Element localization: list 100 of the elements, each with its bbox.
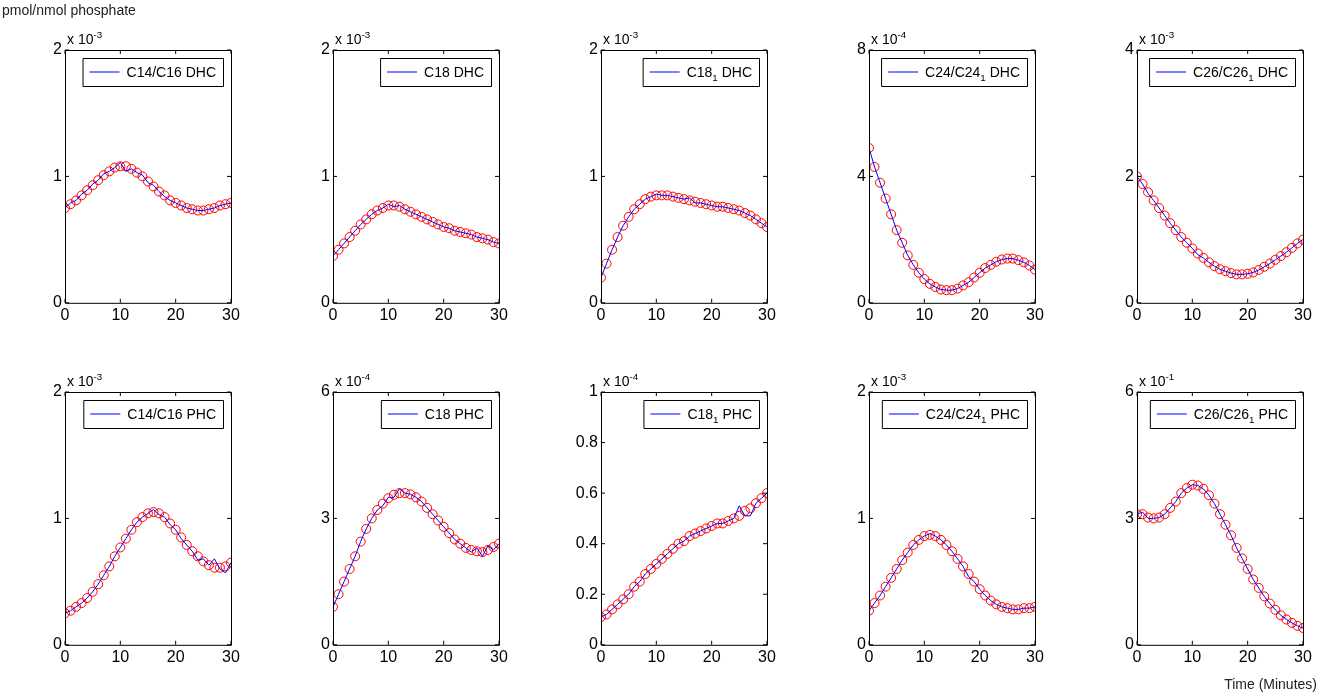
y-tick-label: 6 bbox=[321, 382, 331, 400]
point bbox=[477, 233, 488, 244]
point bbox=[913, 267, 924, 278]
point bbox=[137, 171, 148, 182]
x-tick-label: 30 bbox=[490, 305, 508, 323]
point bbox=[612, 599, 623, 610]
point bbox=[209, 562, 220, 573]
point bbox=[902, 250, 913, 261]
point bbox=[941, 285, 952, 296]
point bbox=[1264, 598, 1275, 609]
point bbox=[350, 551, 361, 562]
point bbox=[717, 201, 728, 212]
point bbox=[1275, 251, 1286, 262]
point bbox=[460, 228, 471, 239]
point bbox=[344, 563, 355, 574]
point bbox=[422, 502, 433, 513]
point bbox=[739, 505, 750, 516]
point bbox=[930, 531, 941, 542]
point bbox=[1237, 553, 1248, 564]
point bbox=[176, 532, 187, 543]
point bbox=[1209, 261, 1220, 272]
point bbox=[886, 572, 897, 583]
x-tick-label: 10 bbox=[379, 305, 398, 323]
point bbox=[192, 551, 203, 562]
x-tick-label: 20 bbox=[970, 305, 989, 323]
point bbox=[930, 282, 941, 292]
point bbox=[1248, 574, 1259, 585]
point bbox=[170, 524, 181, 535]
point bbox=[717, 518, 728, 529]
point bbox=[148, 181, 159, 192]
point bbox=[706, 520, 717, 531]
point bbox=[1181, 237, 1192, 248]
point bbox=[477, 547, 488, 558]
point bbox=[482, 545, 493, 555]
point bbox=[706, 200, 717, 211]
point bbox=[154, 186, 165, 197]
point bbox=[181, 539, 192, 550]
point bbox=[1002, 603, 1013, 614]
point bbox=[1018, 603, 1029, 614]
point bbox=[98, 170, 109, 181]
point bbox=[991, 599, 1002, 610]
point bbox=[455, 538, 466, 549]
point bbox=[1192, 248, 1203, 259]
point bbox=[220, 199, 231, 210]
point bbox=[662, 190, 673, 201]
point bbox=[897, 237, 908, 248]
point bbox=[433, 219, 444, 230]
point bbox=[143, 508, 153, 519]
point bbox=[969, 272, 980, 283]
x-tick-label: 30 bbox=[1026, 305, 1044, 323]
point bbox=[1226, 530, 1237, 541]
point bbox=[209, 203, 220, 213]
y-tick-label: 2 bbox=[53, 382, 63, 400]
point bbox=[126, 524, 137, 535]
point bbox=[607, 604, 618, 615]
point bbox=[126, 163, 137, 174]
point bbox=[891, 563, 902, 574]
point bbox=[159, 190, 170, 201]
point bbox=[919, 531, 930, 542]
point bbox=[897, 555, 908, 566]
point bbox=[734, 510, 745, 521]
point bbox=[115, 161, 126, 172]
point bbox=[750, 214, 761, 225]
point bbox=[449, 534, 460, 545]
point bbox=[935, 284, 946, 295]
point bbox=[969, 576, 980, 587]
point bbox=[427, 216, 438, 227]
point bbox=[198, 556, 209, 567]
point bbox=[728, 204, 739, 215]
point bbox=[1137, 509, 1148, 520]
point bbox=[1226, 268, 1237, 279]
point bbox=[377, 498, 388, 509]
point bbox=[919, 274, 930, 285]
point bbox=[618, 594, 629, 605]
y-tick-label: 1 bbox=[589, 166, 599, 184]
point bbox=[1148, 513, 1159, 524]
point bbox=[104, 166, 115, 177]
point bbox=[93, 579, 104, 590]
point bbox=[109, 162, 120, 173]
point bbox=[76, 190, 87, 201]
point bbox=[361, 523, 372, 534]
point bbox=[187, 546, 198, 557]
point bbox=[947, 285, 957, 296]
point bbox=[187, 204, 198, 215]
point bbox=[131, 167, 142, 178]
x-tick-label: 20 bbox=[166, 305, 185, 323]
point bbox=[1007, 253, 1018, 264]
point bbox=[388, 200, 399, 211]
point bbox=[640, 194, 651, 205]
point bbox=[87, 180, 98, 191]
point bbox=[701, 199, 712, 210]
point bbox=[695, 197, 706, 208]
point bbox=[433, 515, 444, 526]
point bbox=[76, 598, 87, 609]
point bbox=[411, 209, 421, 220]
point bbox=[913, 534, 924, 545]
point bbox=[355, 536, 366, 547]
point bbox=[366, 209, 377, 220]
point bbox=[1231, 542, 1242, 553]
point bbox=[1007, 604, 1018, 615]
